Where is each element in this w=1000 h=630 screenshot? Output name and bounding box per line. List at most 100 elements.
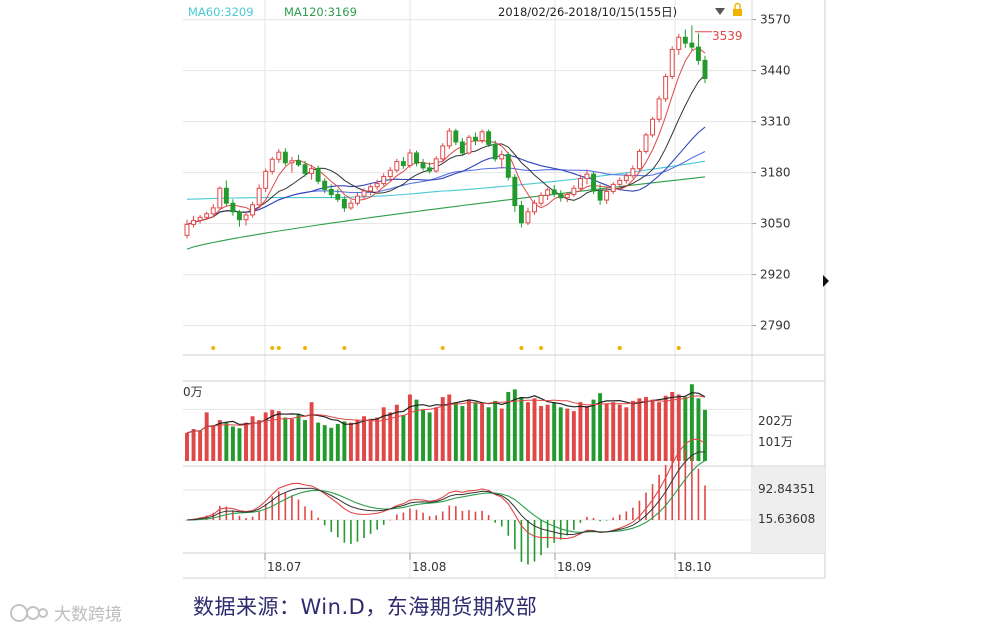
macd-bar: [573, 520, 575, 530]
macd-bar: [586, 516, 588, 520]
volume-bar: [663, 395, 668, 461]
macd-bar: [625, 511, 628, 520]
volume-bar: [545, 404, 550, 461]
candle: [400, 156, 406, 169]
macd-bar: [605, 520, 608, 521]
volume-bar: [335, 423, 340, 461]
macd-k-line: [186, 451, 706, 536]
candle: [204, 211, 210, 220]
macd-tick-lower: 15.63608: [758, 512, 815, 526]
candle: [427, 162, 433, 174]
volume-bar: [316, 422, 321, 461]
macd-bar: [356, 520, 359, 542]
candle: [191, 215, 197, 228]
volume-bar: [348, 422, 353, 461]
volume-bar: [578, 402, 583, 461]
volume-bar: [676, 394, 681, 461]
volume-bar: [342, 421, 347, 461]
volume-bar: [191, 429, 196, 461]
macd-bar: [559, 520, 562, 540]
x-tick-label: 18.10: [677, 560, 711, 574]
volume-bar: [394, 404, 399, 461]
price-tick-label: 2790: [760, 319, 791, 333]
candle: [368, 184, 374, 196]
volume-bar: [185, 432, 189, 461]
candle: [394, 158, 400, 173]
volume-tick-101: 101万: [758, 435, 793, 449]
macd-bar: [271, 496, 274, 520]
date-range-label[interactable]: 2018/02/26-2018/10/15(155日): [498, 5, 677, 19]
volume-bar: [211, 425, 216, 461]
macd-bar: [264, 503, 267, 520]
x-tick-label: 18.07: [267, 560, 301, 574]
x-tick-label: 18.08: [412, 560, 446, 574]
macd-bar: [396, 514, 398, 520]
candle: [387, 167, 393, 181]
volume-bar: [414, 399, 419, 461]
volume-bar: [309, 402, 314, 461]
dropdown-triangle-icon[interactable]: [715, 8, 725, 15]
event-marker-dot: [440, 346, 445, 350]
macd-axis-bg: [752, 467, 825, 553]
collapse-arrow-icon[interactable]: [823, 275, 829, 287]
event-marker-dot: [617, 346, 622, 350]
volume-bar: [204, 412, 209, 461]
volume-bar: [434, 407, 439, 461]
macd-bar: [448, 505, 451, 520]
ma60-line: [186, 160, 706, 200]
price-tick-label: 3180: [760, 166, 791, 180]
price-axis-ticks: 3570 3440 3310 3180 3050 2920 2790: [752, 13, 791, 333]
macd-bar: [704, 485, 706, 520]
volume-bar: [703, 409, 707, 461]
volume-bar: [237, 428, 242, 461]
macd-bar: [500, 520, 503, 527]
watermark-logo-icon: [10, 603, 48, 622]
volume-bar: [499, 408, 504, 461]
candle: [282, 148, 288, 166]
macd-bar: [697, 468, 700, 520]
volume-bar: [617, 404, 622, 461]
volume-bar: [388, 412, 393, 461]
last-price-label: 3539: [712, 29, 743, 43]
volume-tick-202: 202万: [758, 414, 793, 428]
candle: [558, 190, 564, 202]
volume-bar: [440, 397, 445, 461]
macd-bar: [337, 520, 339, 538]
candle: [296, 154, 301, 167]
event-marker-dot: [342, 346, 347, 350]
volume-bar: [375, 417, 380, 461]
macd-bar: [389, 519, 392, 521]
macd-bar: [343, 520, 346, 543]
volume-bars: [185, 384, 707, 461]
candle: [223, 180, 229, 206]
candle: [702, 55, 708, 84]
volume-bar: [611, 402, 616, 461]
price-tick-label: 2920: [760, 268, 791, 282]
macd-bar: [671, 453, 674, 520]
candle: [597, 184, 603, 205]
volume-bar: [466, 399, 471, 461]
volume-bar: [604, 403, 609, 461]
candle: [341, 196, 347, 212]
lock-icon[interactable]: [733, 2, 742, 17]
candle: [302, 160, 308, 177]
candle: [256, 184, 262, 208]
ma120-legend: MA120:3169: [284, 5, 357, 19]
ma5-line: [186, 46, 706, 225]
candle: [420, 158, 426, 171]
volume-bar: [322, 425, 327, 461]
volume-bar: [571, 411, 576, 461]
volume-bar: [276, 411, 281, 461]
macd-bar: [487, 515, 490, 520]
macd-bar: [468, 510, 470, 520]
macd-bar: [284, 492, 287, 520]
macd-bar: [632, 507, 634, 520]
candle: [466, 134, 472, 155]
volume-bar: [407, 394, 412, 461]
macd-bar: [330, 520, 333, 532]
macd-bar: [415, 509, 418, 520]
candle: [571, 185, 577, 197]
macd-bar: [382, 520, 385, 525]
candle: [545, 187, 551, 201]
macd-bar: [441, 511, 444, 520]
